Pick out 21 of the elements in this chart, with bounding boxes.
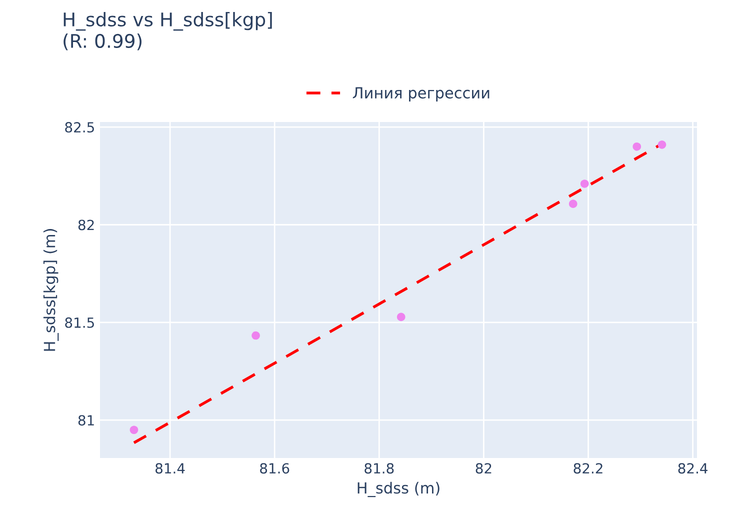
y-tick-label: 81 bbox=[78, 415, 94, 426]
x-tick-label: 81.4 bbox=[156, 463, 185, 474]
x-axis-title: H_sdss (m) bbox=[358, 482, 440, 498]
point bbox=[658, 140, 666, 149]
x-tick-label: 81.8 bbox=[364, 463, 394, 474]
point bbox=[632, 142, 642, 151]
x-tick-label: 82.4 bbox=[678, 463, 708, 474]
point bbox=[580, 180, 589, 188]
x-tick-label: 82.2 bbox=[574, 463, 602, 474]
y-tick-label: 82.5 bbox=[65, 122, 94, 133]
point bbox=[396, 312, 406, 322]
point bbox=[568, 200, 578, 208]
point bbox=[130, 426, 138, 434]
y-tick-label: 82 bbox=[78, 220, 94, 230]
y-axis-title: H_sdss[kgp] (m) bbox=[43, 229, 59, 351]
x-tick-label: 82 bbox=[476, 463, 492, 474]
legend-label: Линия регрессии bbox=[352, 87, 490, 102]
chart-title: H_sdss vs H_sdss[kgp] (R: 0.99) bbox=[64, 12, 272, 50]
x-tick-label: 81.6 bbox=[260, 463, 290, 474]
y-tick-label: 81.5 bbox=[65, 317, 94, 328]
point bbox=[252, 331, 260, 340]
